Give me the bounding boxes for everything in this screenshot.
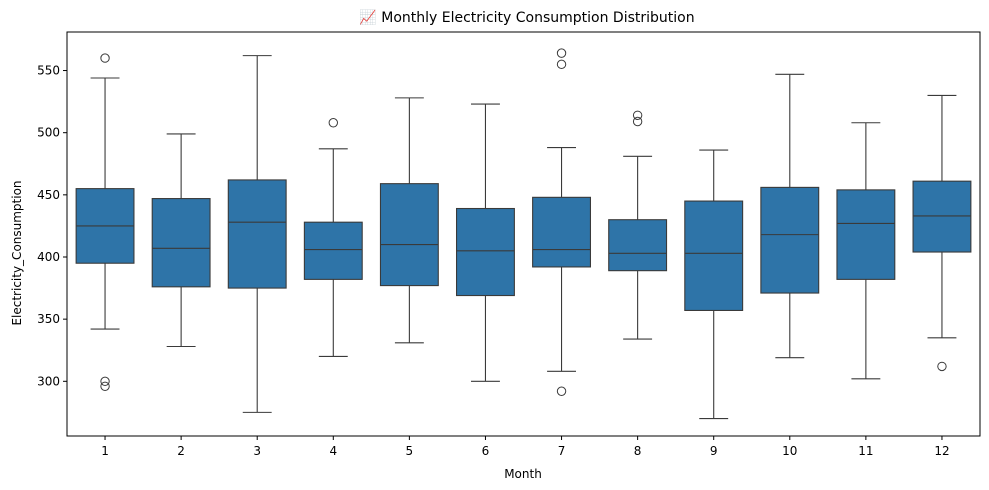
outlier-point	[632, 110, 643, 120]
outlier-point	[937, 361, 947, 372]
box-iqr	[227, 179, 287, 289]
outlier-point	[556, 48, 567, 58]
x-tick-label: 11	[858, 444, 873, 458]
outlier-point	[328, 118, 338, 128]
outlier-point	[556, 386, 567, 396]
y-tick-label: 450	[37, 188, 60, 202]
box-iqr	[455, 207, 515, 297]
plot-frame	[66, 31, 981, 437]
y-axis-title: Electricity_Consumption	[10, 180, 24, 325]
x-tick-label: 12	[934, 444, 949, 458]
outlier-point	[100, 53, 110, 63]
box-group-month-5	[379, 97, 439, 344]
box-group-month-8	[608, 110, 668, 340]
box-iqr	[379, 183, 439, 287]
box-iqr	[532, 196, 592, 268]
box-group-month-1	[75, 53, 135, 391]
y-tick-label: 300	[37, 374, 60, 388]
x-tick-label: 10	[782, 444, 797, 458]
y-tick-label: 350	[37, 312, 60, 326]
x-tick-label: 9	[710, 444, 718, 458]
box-group-month-12	[912, 94, 972, 372]
x-tick-label: 7	[558, 444, 566, 458]
box-group-month-7	[532, 48, 592, 396]
box-group-month-9	[684, 149, 744, 420]
chart-title: 📈 Monthly Electricity Consumption Distri…	[359, 9, 694, 26]
box-group-month-2	[151, 133, 211, 348]
box-iqr	[608, 219, 668, 272]
x-tick-label: 4	[329, 444, 337, 458]
outlier-point	[100, 376, 110, 387]
outlier-point	[556, 59, 567, 70]
y-tick-label: 400	[37, 250, 60, 264]
outlier-point	[100, 381, 110, 391]
y-tick-label: 500	[37, 126, 60, 140]
box-iqr	[836, 189, 896, 280]
x-axis: 1 2 3 4 5 6 7 8 9 10 11 12	[101, 436, 950, 458]
x-tick-label: 5	[406, 444, 414, 458]
box-iqr	[912, 180, 972, 253]
box-group-month-4	[303, 118, 363, 357]
x-tick-label: 8	[634, 444, 642, 458]
y-axis: 300 350 400 450 500 550	[37, 64, 67, 388]
box-group-month-10	[760, 73, 820, 359]
box-group-month-6	[455, 103, 515, 382]
plot-area	[66, 31, 981, 437]
box-group-month-3	[227, 55, 287, 413]
x-tick-label: 3	[253, 444, 261, 458]
x-tick-label: 2	[177, 444, 185, 458]
box-iqr	[303, 221, 363, 280]
box-iqr	[151, 198, 211, 288]
x-axis-title: Month	[504, 467, 542, 481]
x-tick-label: 6	[482, 444, 490, 458]
box-iqr	[760, 186, 820, 294]
y-tick-label: 550	[37, 64, 60, 78]
outlier-point	[632, 116, 643, 127]
box-iqr	[684, 200, 744, 311]
box-group-month-11	[836, 122, 896, 380]
x-tick-label: 1	[101, 444, 109, 458]
